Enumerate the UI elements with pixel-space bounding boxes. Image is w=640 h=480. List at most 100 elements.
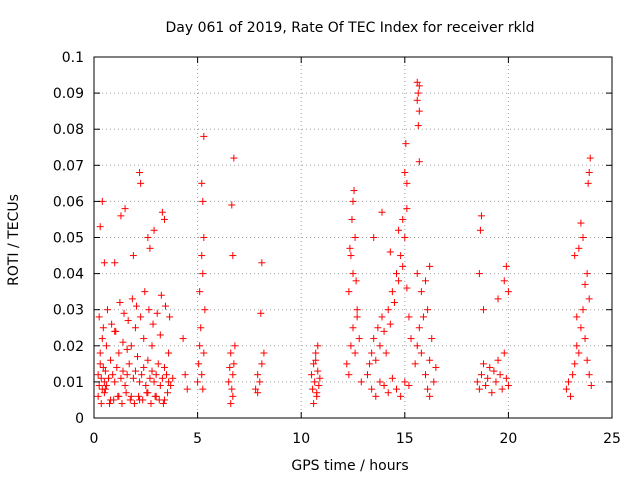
- data-point: [123, 371, 131, 379]
- data-point: [349, 270, 357, 278]
- data-point: [504, 382, 512, 390]
- data-point: [140, 335, 148, 343]
- data-point: [475, 385, 483, 393]
- data-point: [98, 335, 106, 343]
- data-point: [494, 295, 502, 303]
- data-point: [380, 327, 388, 335]
- data-point: [502, 262, 510, 270]
- data-point: [579, 306, 587, 314]
- data-point: [403, 205, 411, 213]
- y-tick-label: 0.05: [53, 231, 84, 247]
- data-point: [575, 244, 583, 252]
- data-point: [148, 342, 156, 350]
- data-point: [152, 371, 160, 379]
- x-tick-label: 5: [193, 431, 202, 447]
- data-point: [156, 382, 164, 390]
- data-point: [117, 374, 125, 382]
- data-points: [94, 78, 595, 408]
- data-point: [151, 392, 159, 400]
- data-point: [118, 400, 126, 408]
- data-point: [108, 320, 116, 328]
- data-point: [422, 277, 430, 285]
- data-point: [378, 313, 386, 321]
- chart-title: Day 061 of 2019, Rate Of TEC Index for r…: [165, 20, 534, 36]
- data-point: [149, 320, 157, 328]
- data-point: [256, 378, 264, 386]
- data-point: [374, 324, 382, 332]
- data-point: [475, 270, 483, 278]
- data-point: [96, 349, 104, 357]
- data-point: [225, 378, 233, 386]
- data-point: [144, 234, 152, 241]
- data-point: [229, 392, 237, 400]
- data-point: [384, 306, 392, 314]
- data-point: [504, 288, 512, 296]
- data-point: [101, 385, 109, 393]
- data-point: [127, 392, 135, 400]
- data-point: [154, 360, 162, 368]
- x-tick-label: 0: [90, 431, 99, 447]
- data-point: [401, 169, 409, 177]
- data-point: [426, 356, 434, 364]
- data-point: [102, 342, 110, 350]
- data-point: [103, 306, 111, 314]
- data-point: [153, 309, 161, 317]
- data-point: [197, 324, 205, 332]
- data-point: [150, 226, 158, 234]
- data-point: [430, 378, 438, 386]
- data-point: [417, 288, 425, 296]
- data-point: [156, 331, 164, 339]
- data-point: [401, 378, 409, 386]
- data-point: [388, 374, 396, 382]
- data-point: [95, 382, 103, 390]
- data-point: [500, 349, 508, 357]
- data-point: [584, 179, 592, 187]
- data-point: [141, 288, 149, 296]
- data-point: [476, 226, 484, 234]
- data-point: [119, 367, 127, 375]
- data-point: [351, 349, 359, 357]
- data-point: [368, 385, 376, 393]
- data-point: [110, 396, 118, 404]
- data-point: [490, 367, 498, 375]
- data-point: [200, 349, 208, 357]
- data-point: [254, 371, 262, 379]
- y-tick-label: 0.08: [53, 122, 84, 138]
- data-point: [351, 234, 359, 241]
- data-point: [159, 400, 167, 408]
- data-point: [126, 396, 134, 404]
- data-point: [97, 400, 105, 408]
- data-point: [364, 371, 372, 379]
- y-tick-label: 0.02: [53, 339, 84, 355]
- data-point: [230, 154, 238, 162]
- data-point: [477, 212, 485, 220]
- data-point: [113, 363, 121, 371]
- data-point: [353, 306, 361, 314]
- data-point: [111, 378, 119, 386]
- data-point: [155, 396, 163, 404]
- data-point: [413, 78, 421, 86]
- data-point: [99, 363, 107, 371]
- data-point: [105, 374, 113, 382]
- y-tick-label: 0.09: [53, 86, 84, 102]
- data-point: [355, 335, 363, 343]
- data-point: [310, 360, 318, 368]
- x-tick-label: 15: [396, 431, 414, 447]
- data-point: [480, 306, 488, 314]
- data-point: [386, 248, 394, 256]
- data-point: [415, 82, 423, 90]
- data-point: [200, 234, 208, 241]
- data-point: [125, 360, 133, 368]
- y-tick-label: 0.03: [53, 303, 84, 319]
- data-point: [413, 270, 421, 278]
- data-point: [309, 385, 317, 393]
- data-point: [196, 288, 204, 296]
- data-point: [95, 313, 103, 321]
- data-point: [227, 349, 235, 357]
- data-point: [413, 342, 421, 350]
- data-point: [401, 234, 409, 241]
- data-point: [500, 277, 508, 285]
- data-point: [226, 363, 234, 371]
- data-point: [102, 382, 110, 390]
